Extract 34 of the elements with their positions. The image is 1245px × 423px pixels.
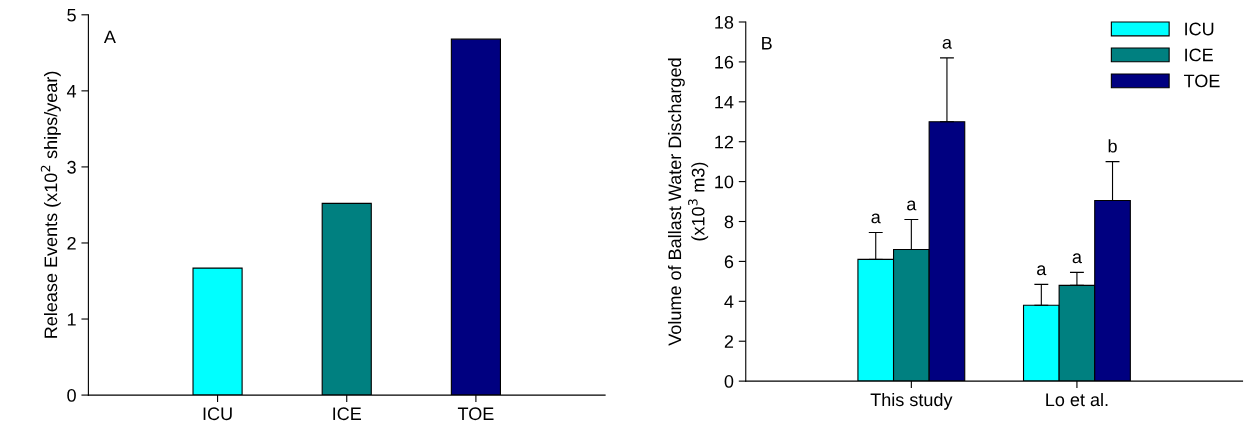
x-tick-label: ICE bbox=[333, 407, 362, 421]
annotation: A bbox=[103, 30, 116, 44]
annotation: a bbox=[1072, 253, 1082, 264]
y-tick-label: 0 bbox=[67, 389, 76, 402]
annotation: a bbox=[942, 38, 952, 49]
legend-label: ICE bbox=[1185, 48, 1213, 62]
y-tick-label: 4 bbox=[724, 295, 734, 308]
y-tick-label: 16 bbox=[715, 55, 734, 69]
y-axis-title: Volume of Ballast Water Discharged (x10$^{3}$ m3) bbox=[667, 58, 709, 346]
y-tick-label: 3 bbox=[67, 160, 76, 174]
y-tick-label: 14 bbox=[715, 95, 734, 109]
annotation: B bbox=[762, 37, 772, 50]
y-tick-label: 12 bbox=[715, 135, 734, 149]
y-tick-label: 1 bbox=[67, 313, 76, 326]
y-tick-label: 6 bbox=[724, 255, 734, 269]
y-tick-label: 2 bbox=[67, 236, 76, 250]
y-axis-title: Release Events (x10$^{2}$ ships/year) bbox=[40, 71, 61, 338]
y-tick-label: 8 bbox=[724, 215, 734, 229]
annotation: a bbox=[1037, 265, 1047, 276]
annotation: a bbox=[871, 213, 881, 224]
annotation: b bbox=[1108, 139, 1117, 153]
y-tick-label: 0 bbox=[724, 375, 734, 388]
legend-label: ICU bbox=[1185, 22, 1214, 36]
y-tick-label: 10 bbox=[715, 175, 734, 189]
x-tick-label: Lo et al. bbox=[1046, 392, 1108, 407]
y-tick-label: 5 bbox=[67, 8, 76, 22]
legend-label: TOE bbox=[1183, 74, 1220, 88]
x-tick-label: ICU bbox=[203, 407, 232, 421]
y-tick-label: 4 bbox=[66, 84, 77, 98]
annotation: a bbox=[907, 200, 917, 211]
y-tick-label: 2 bbox=[724, 335, 734, 348]
x-tick-label: This study bbox=[870, 392, 953, 410]
y-tick-label: 18 bbox=[715, 15, 734, 29]
x-tick-label: TOE bbox=[457, 407, 494, 421]
